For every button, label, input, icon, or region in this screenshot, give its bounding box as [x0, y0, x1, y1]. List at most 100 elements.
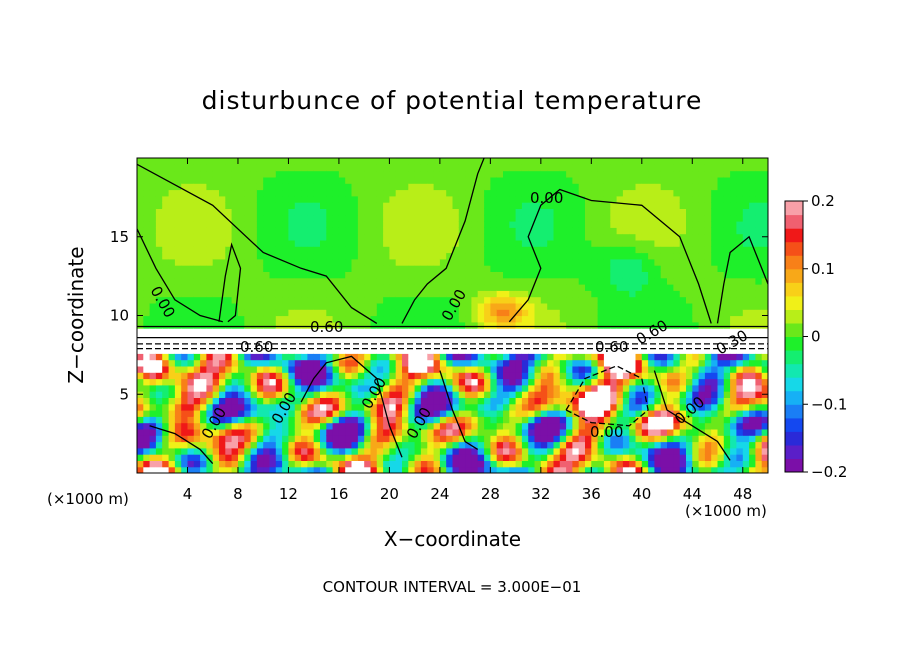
field-cell — [389, 183, 397, 191]
field-cell — [559, 252, 567, 260]
field-cell — [458, 391, 466, 398]
field-cell — [521, 315, 529, 323]
field-cell — [509, 195, 517, 203]
field-cell — [578, 208, 586, 216]
field-cell — [673, 422, 681, 430]
field-cell — [698, 227, 706, 235]
field-cell — [301, 290, 308, 298]
field-cell — [275, 403, 283, 411]
field-cell — [622, 466, 630, 473]
field-cell — [301, 296, 308, 304]
field-cell — [704, 239, 712, 247]
field-cell — [433, 353, 441, 361]
field-cell — [622, 359, 630, 367]
field-cell — [282, 466, 289, 473]
field-cell — [433, 410, 441, 417]
field-cell — [269, 296, 277, 304]
field-cell — [351, 454, 359, 461]
field-cell — [320, 397, 327, 405]
field-cell — [686, 189, 693, 197]
field-cell — [256, 239, 264, 247]
field-cell — [364, 384, 372, 392]
field-cell — [641, 447, 649, 455]
field-cell — [597, 227, 605, 235]
field-cell — [376, 302, 384, 310]
field-cell — [256, 397, 264, 405]
field-cell — [591, 164, 599, 172]
field-cell — [730, 176, 737, 184]
field-cell — [667, 246, 674, 254]
field-cell — [648, 195, 655, 203]
field-cell — [749, 164, 756, 172]
field-cell — [149, 208, 157, 216]
field-cell — [446, 239, 454, 247]
field-cell — [351, 321, 359, 329]
field-cell — [679, 309, 687, 317]
field-cell — [269, 302, 277, 310]
field-cell — [477, 252, 485, 260]
field-cell — [383, 296, 390, 304]
field-cell — [591, 221, 599, 228]
field-cell — [238, 422, 245, 430]
field-cell — [742, 466, 750, 473]
field-cell — [660, 384, 668, 392]
field-cell — [181, 252, 189, 260]
field-cell — [162, 214, 170, 222]
field-cell — [540, 233, 548, 241]
field-cell — [515, 176, 523, 184]
field-cell — [667, 170, 674, 178]
field-cell — [326, 246, 334, 254]
field-cell — [717, 391, 725, 398]
field-cell — [660, 353, 668, 361]
field-cell — [591, 353, 599, 361]
field-cell — [704, 233, 712, 241]
field-cell — [622, 221, 630, 228]
field-cell — [402, 252, 409, 260]
field-cell — [730, 290, 737, 298]
field-cell — [730, 441, 737, 449]
field-cell — [383, 202, 390, 209]
field-cell — [376, 460, 384, 468]
field-cell — [503, 315, 510, 323]
field-cell — [402, 170, 409, 178]
field-cell — [383, 353, 390, 361]
field-cell — [490, 183, 498, 191]
field-cell — [648, 353, 655, 361]
field-cell — [326, 227, 334, 235]
field-cell — [219, 208, 226, 216]
field-cell — [452, 454, 460, 461]
field-cell — [427, 365, 435, 373]
field-cell — [692, 246, 700, 254]
field-cell — [200, 384, 207, 392]
field-cell — [301, 321, 308, 329]
field-cell — [155, 284, 163, 291]
field-cell — [534, 365, 542, 373]
field-cell — [698, 221, 706, 228]
field-cell — [408, 435, 416, 443]
field-cell — [471, 359, 479, 367]
field-cell — [174, 233, 182, 241]
field-cell — [641, 170, 649, 178]
field-cell — [351, 183, 359, 191]
field-cell — [566, 221, 573, 228]
field-cell — [181, 296, 189, 304]
field-cell — [402, 176, 409, 184]
field-cell — [692, 328, 700, 335]
field-cell — [137, 189, 144, 197]
field-cell — [427, 428, 435, 436]
field-cell — [660, 189, 668, 197]
field-cell — [402, 422, 409, 430]
field-cell — [275, 460, 283, 468]
field-cell — [534, 246, 542, 254]
field-cell — [704, 290, 712, 298]
field-cell — [357, 271, 365, 279]
field-cell — [465, 239, 472, 247]
field-cell — [465, 158, 472, 165]
field-cell — [717, 403, 725, 411]
field-cell — [269, 410, 277, 417]
field-cell — [395, 290, 403, 298]
field-cell — [572, 170, 580, 178]
field-cell — [547, 454, 555, 461]
field-cell — [269, 221, 277, 228]
field-cell — [231, 466, 239, 473]
